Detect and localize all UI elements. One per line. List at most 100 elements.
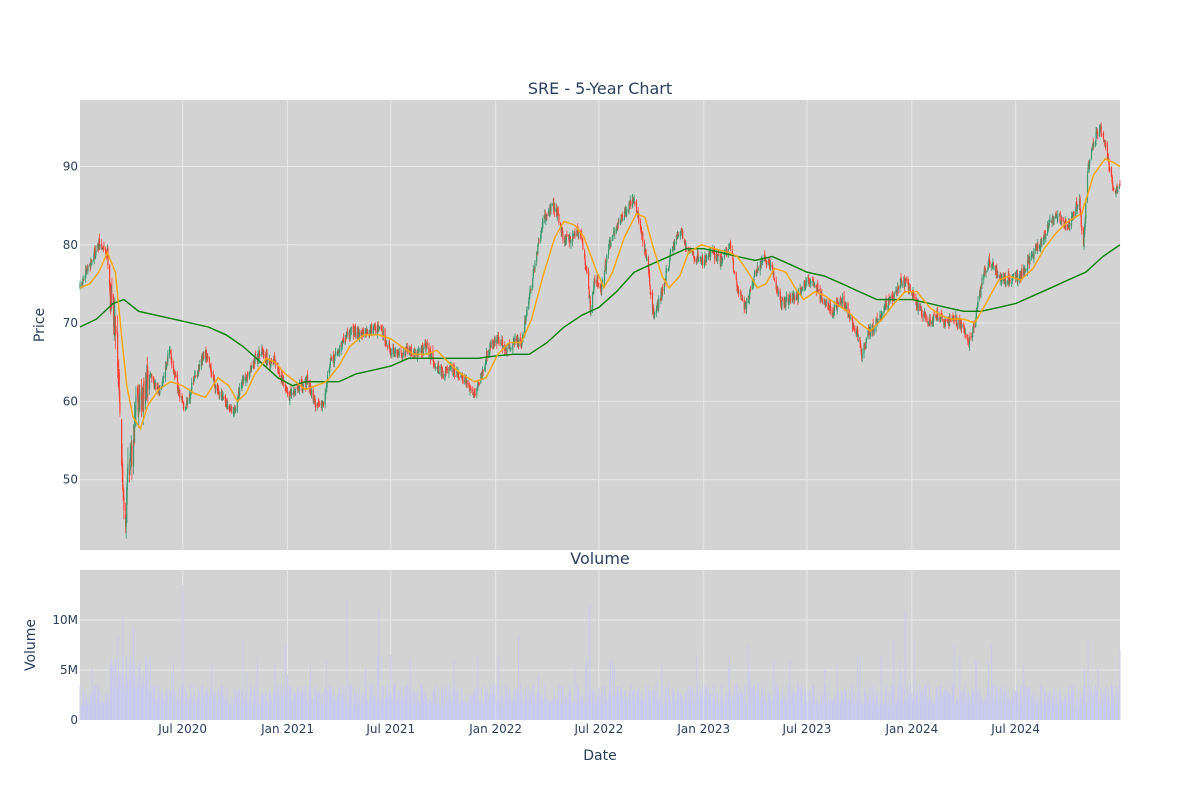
candle bbox=[163, 372, 165, 380]
volume-bar bbox=[753, 696, 755, 720]
candle bbox=[829, 299, 831, 315]
candle-body bbox=[668, 265, 670, 269]
candle-body bbox=[472, 388, 474, 396]
candle-body bbox=[630, 201, 632, 206]
candle bbox=[1069, 222, 1071, 232]
candle-body bbox=[933, 313, 935, 316]
candle-body bbox=[114, 309, 116, 322]
candle bbox=[587, 267, 590, 290]
volume-bar bbox=[465, 702, 467, 720]
candle bbox=[223, 396, 225, 400]
volume-bar bbox=[733, 702, 735, 720]
candle-body bbox=[684, 241, 687, 247]
volume-bar bbox=[134, 688, 136, 720]
candle bbox=[650, 291, 652, 299]
candle-body bbox=[855, 332, 858, 335]
candle bbox=[961, 323, 963, 328]
volume-bar bbox=[762, 689, 763, 720]
volume-bar bbox=[779, 693, 781, 720]
candle bbox=[849, 308, 851, 323]
candle bbox=[366, 328, 368, 335]
volume-bar bbox=[260, 695, 262, 720]
volume-bar bbox=[433, 693, 435, 720]
candle-body bbox=[779, 291, 781, 300]
volume-bar bbox=[544, 685, 546, 720]
candle-body bbox=[937, 317, 939, 320]
candle-body bbox=[976, 304, 979, 309]
volume-bar bbox=[131, 663, 133, 720]
volume-bar bbox=[330, 685, 332, 720]
candle-body bbox=[650, 291, 652, 295]
volume-bar bbox=[138, 687, 140, 720]
candle-body bbox=[1029, 256, 1031, 264]
volume-bar bbox=[895, 697, 897, 720]
moving-average-lines bbox=[79, 157, 1121, 431]
candle-body bbox=[765, 260, 768, 264]
candle-body bbox=[590, 307, 592, 313]
volume-bar bbox=[735, 685, 737, 720]
candle-body bbox=[949, 318, 951, 323]
candle-body bbox=[540, 234, 542, 241]
volume-bar bbox=[738, 695, 740, 720]
candle-body bbox=[915, 297, 917, 300]
candle-body bbox=[578, 232, 580, 234]
candle-body bbox=[286, 389, 288, 392]
volume-bar bbox=[169, 704, 171, 720]
volume-bar bbox=[745, 702, 747, 720]
candle bbox=[855, 329, 858, 337]
candle-body bbox=[277, 363, 279, 371]
candle-body bbox=[90, 260, 92, 266]
candle-body bbox=[464, 377, 466, 384]
candle-body bbox=[617, 221, 619, 225]
volume-bar bbox=[381, 686, 383, 720]
candle-body bbox=[422, 347, 424, 356]
volume-bar bbox=[113, 666, 115, 720]
volume-bar bbox=[913, 698, 915, 720]
candle-body bbox=[607, 249, 610, 256]
volume-bar bbox=[384, 697, 386, 720]
volume-bar bbox=[86, 705, 88, 720]
volume-bar bbox=[386, 685, 388, 720]
candle bbox=[865, 336, 867, 349]
candle bbox=[969, 332, 971, 342]
candle-body bbox=[800, 289, 802, 294]
volume-bar bbox=[344, 686, 346, 720]
volume-bar bbox=[235, 690, 237, 720]
candle bbox=[1017, 273, 1019, 287]
candle-body bbox=[194, 375, 196, 380]
candle bbox=[245, 376, 247, 386]
candle-body bbox=[546, 215, 548, 216]
volume-bar bbox=[545, 704, 547, 720]
candle-body bbox=[591, 291, 594, 309]
candle-body bbox=[529, 290, 531, 297]
candle-body bbox=[129, 452, 131, 471]
candle-body bbox=[316, 404, 318, 407]
volume-bar bbox=[408, 688, 410, 720]
volume-bar bbox=[356, 693, 358, 720]
volume-bar bbox=[748, 670, 750, 720]
volume-bar bbox=[605, 701, 607, 720]
volume-bar bbox=[406, 683, 408, 720]
candle bbox=[761, 255, 763, 265]
volume-bar bbox=[157, 685, 159, 720]
candle-body bbox=[155, 383, 157, 390]
volume-bar bbox=[110, 657, 112, 720]
candle bbox=[314, 399, 317, 412]
volume-bar bbox=[382, 686, 384, 720]
volume-bar bbox=[620, 689, 621, 720]
candle-body bbox=[666, 268, 668, 270]
volume-bar bbox=[203, 695, 205, 720]
candle-body bbox=[221, 395, 224, 400]
candle-body bbox=[939, 317, 941, 321]
volume-bar bbox=[596, 701, 598, 720]
volume-bar bbox=[557, 692, 559, 720]
candle-body bbox=[723, 253, 725, 258]
candle-body bbox=[893, 292, 895, 298]
candle-body bbox=[785, 298, 787, 306]
candle-body bbox=[864, 343, 866, 348]
volume-bar bbox=[126, 678, 128, 720]
volume-bar bbox=[222, 695, 223, 720]
candle bbox=[425, 345, 427, 355]
volume-bar bbox=[900, 699, 901, 720]
candle-body bbox=[883, 307, 886, 310]
